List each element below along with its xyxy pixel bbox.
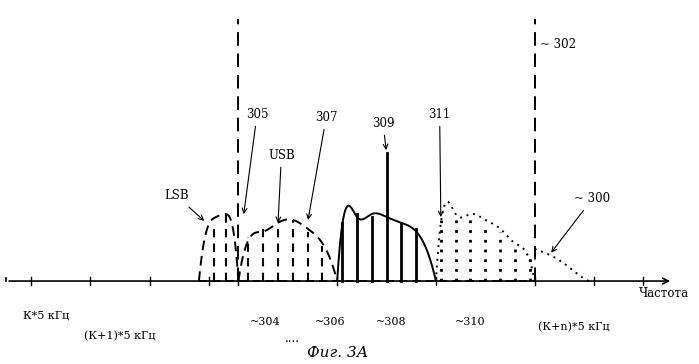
Text: ~308: ~308 (376, 317, 407, 327)
Text: (К+n)*5 кГц: (К+n)*5 кГц (538, 322, 610, 333)
Text: LSB: LSB (164, 190, 203, 220)
Text: 305: 305 (242, 108, 268, 213)
Text: USB: USB (268, 149, 295, 222)
Text: ~ 302: ~ 302 (540, 38, 575, 51)
Text: ~310: ~310 (455, 317, 486, 327)
Text: ~304: ~304 (250, 317, 281, 327)
Text: Фиг. 3А: Фиг. 3А (307, 346, 368, 360)
Text: (К+1)*5 кГц: (К+1)*5 кГц (84, 331, 156, 341)
Text: 307: 307 (307, 111, 338, 219)
Text: Частота: Частота (638, 287, 689, 300)
Text: ~306: ~306 (315, 317, 345, 327)
Text: 311: 311 (428, 108, 451, 216)
Text: ....: .... (285, 332, 301, 345)
Text: К*5 кГц: К*5 кГц (22, 311, 69, 321)
Text: ~ 300: ~ 300 (552, 193, 610, 252)
Text: 309: 309 (372, 116, 394, 149)
